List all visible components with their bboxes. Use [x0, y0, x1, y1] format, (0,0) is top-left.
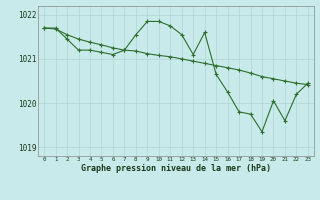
- X-axis label: Graphe pression niveau de la mer (hPa): Graphe pression niveau de la mer (hPa): [81, 164, 271, 173]
